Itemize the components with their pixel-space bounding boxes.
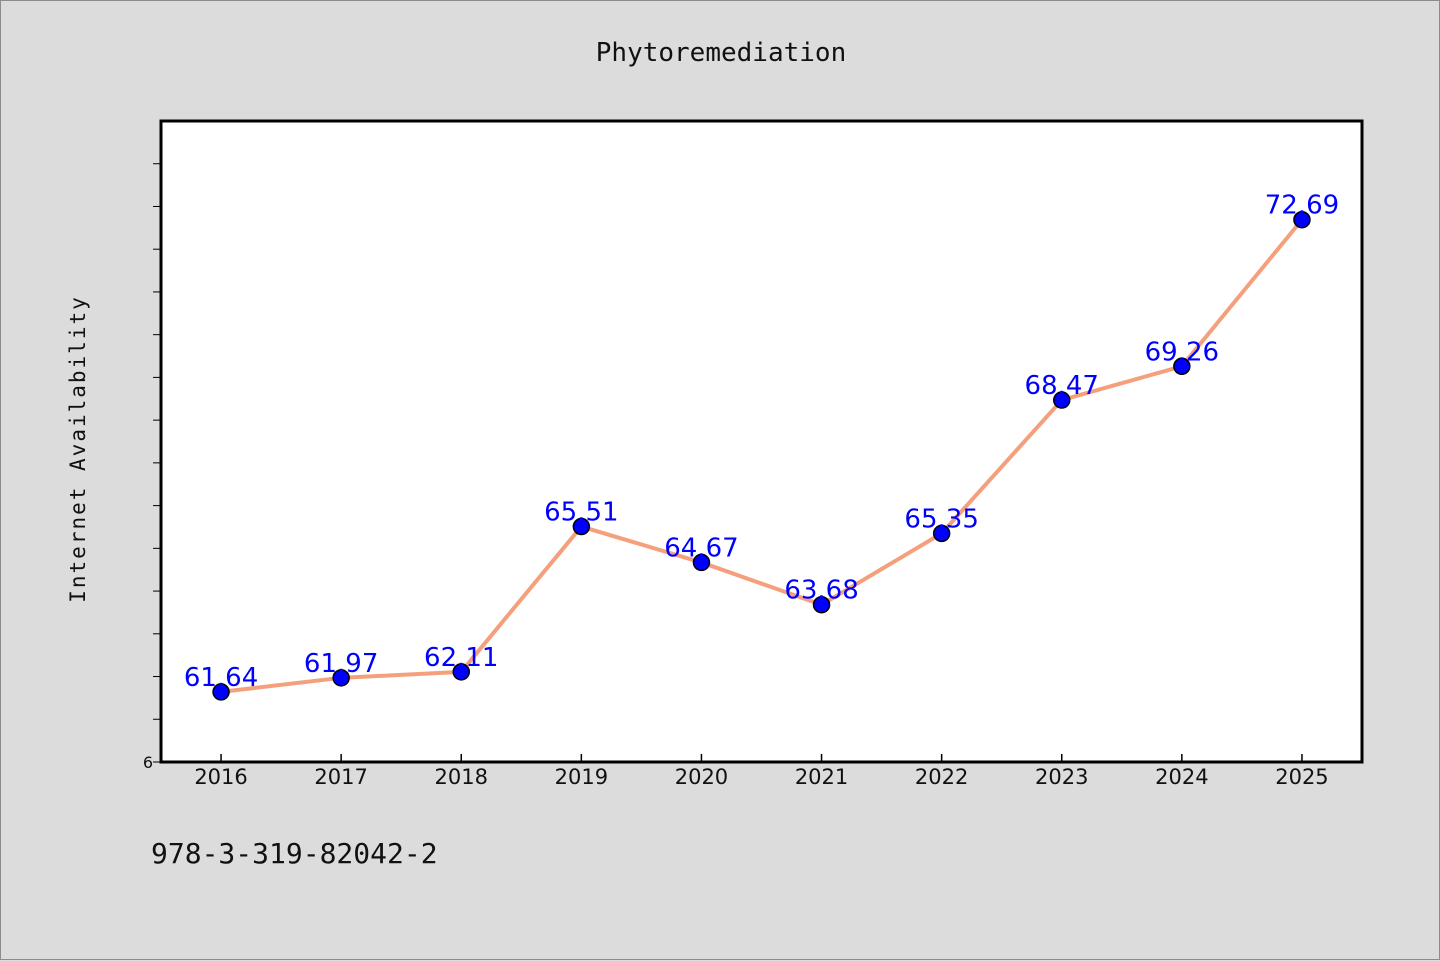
data-label: 65.35 — [904, 504, 978, 534]
data-labels: 61.64 61.97 62.11 65.51 64.67 63.68 65.35 68.47… — [184, 191, 1339, 693]
data-label: 63.68 — [784, 576, 858, 606]
series-line — [220, 218, 1304, 694]
data-point — [1293, 210, 1311, 229]
data-point — [1173, 357, 1191, 376]
data-point — [812, 595, 831, 614]
y-axis-ticks: 6 — [143, 163, 161, 772]
x-tick-label: 2020 — [675, 765, 728, 789]
data-label: 64.67 — [664, 533, 738, 563]
data-point — [692, 553, 711, 572]
data-label: 61.97 — [304, 649, 378, 679]
data-label: 62.11 — [424, 643, 498, 673]
x-axis-ticks: 2016 2017 2018 2019 2020 2021 2022 2023 2024 2025 — [194, 754, 1329, 789]
data-label: 68.47 — [1025, 371, 1099, 401]
y-axis-label: Internet Availability — [66, 295, 90, 603]
data-label: 61.64 — [184, 663, 258, 693]
data-point — [572, 517, 591, 536]
data-point — [332, 669, 350, 687]
x-tick-label: 2016 — [194, 765, 247, 789]
data-label: 65.51 — [544, 498, 618, 528]
data-label: 72.69 — [1265, 191, 1339, 221]
data-point — [212, 683, 230, 701]
plot-area — [159, 119, 1364, 764]
x-tick-label: 2019 — [555, 765, 608, 789]
x-tick-label: 2022 — [915, 765, 968, 789]
x-tick-label: 2021 — [795, 765, 848, 789]
data-point — [932, 524, 951, 543]
footnote: 978-3-319-82042-2 — [151, 837, 438, 870]
series-layer — [212, 210, 1311, 701]
data-point — [1053, 391, 1071, 409]
x-tick-label: 2018 — [435, 765, 488, 789]
x-tick-label: 2017 — [314, 765, 367, 789]
data-label: 69.26 — [1145, 337, 1219, 367]
chart-title: Phytoremediation — [596, 38, 846, 68]
x-tick-label: 2024 — [1155, 765, 1208, 789]
y-tick-label: 6 — [143, 753, 153, 772]
data-point — [452, 663, 470, 681]
x-tick-label: 2023 — [1035, 765, 1088, 789]
x-tick-label: 2025 — [1275, 765, 1328, 789]
